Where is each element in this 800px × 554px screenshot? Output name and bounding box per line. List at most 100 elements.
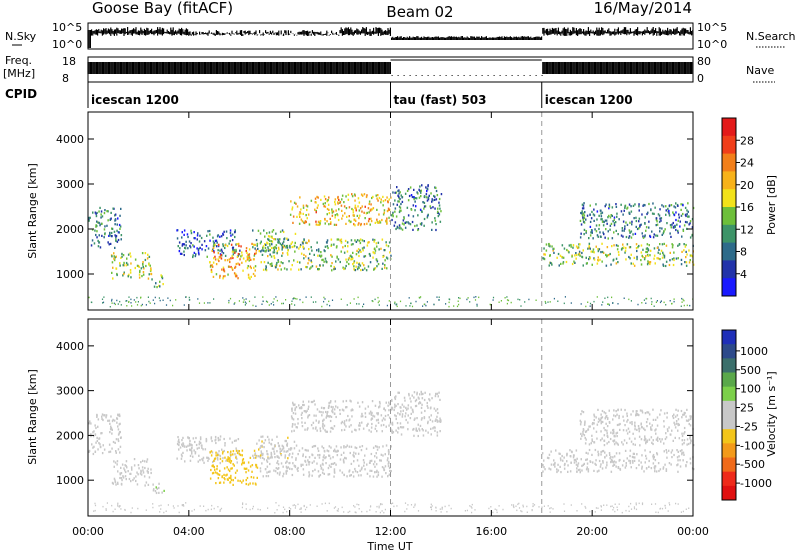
data-cell	[558, 264, 560, 267]
data-cell	[320, 255, 322, 258]
data-cell	[412, 215, 415, 218]
data-cell	[654, 418, 657, 421]
data-cell	[664, 264, 667, 268]
data-cell	[276, 509, 278, 511]
data-cell	[593, 441, 595, 444]
data-cell	[316, 429, 318, 432]
data-cell	[100, 432, 102, 435]
data-cell	[296, 298, 298, 300]
data-cell	[684, 213, 687, 216]
data-cell	[648, 202, 650, 206]
data-cell	[287, 457, 289, 460]
data-cell	[345, 406, 347, 409]
data-cell	[319, 429, 322, 433]
data-cell	[431, 420, 434, 423]
data-cell	[620, 408, 622, 411]
data-cell	[420, 406, 423, 409]
data-cell	[435, 186, 437, 189]
data-region	[579, 202, 695, 240]
data-cell	[471, 511, 473, 514]
data-cell	[547, 301, 549, 303]
data-cell	[407, 504, 409, 506]
data-cell	[594, 511, 596, 513]
data-cell	[310, 266, 312, 269]
data-cell	[683, 439, 686, 442]
data-cell	[429, 205, 431, 208]
data-cell	[98, 210, 100, 213]
data-cell	[543, 459, 545, 462]
data-cell	[643, 470, 645, 473]
data-cell	[140, 461, 142, 464]
data-cell	[430, 506, 432, 508]
data-cell	[552, 508, 554, 510]
data-cell	[562, 459, 564, 462]
data-cell	[597, 450, 599, 453]
data-cell	[429, 399, 431, 402]
data-cell	[304, 410, 306, 413]
data-cell	[321, 425, 324, 428]
data-cell	[305, 220, 307, 224]
data-cell	[230, 450, 232, 453]
data-cell	[201, 243, 203, 246]
data-cell	[380, 414, 383, 417]
data-cell	[406, 189, 409, 192]
data-cell	[141, 303, 143, 306]
data-cell	[575, 257, 577, 260]
data-cell	[401, 196, 403, 199]
data-cell	[365, 447, 368, 450]
data-cell	[638, 502, 640, 505]
data-cell	[645, 229, 647, 232]
data-cell	[354, 446, 356, 449]
data-cell	[576, 470, 578, 473]
data-cell	[448, 305, 450, 308]
data-cell	[383, 211, 385, 214]
data-cell	[255, 249, 258, 252]
data-cell	[641, 503, 644, 506]
data-cell	[248, 276, 250, 279]
data-cell	[648, 465, 650, 468]
data-cell	[264, 235, 266, 238]
data-cell	[428, 398, 430, 401]
data-cell	[227, 459, 229, 462]
data-cell	[344, 423, 346, 426]
data-cell	[671, 258, 674, 261]
data-cell	[325, 261, 328, 264]
data-cell	[568, 251, 570, 254]
data-cell	[593, 258, 596, 261]
data-cell	[361, 421, 363, 424]
data-cell	[364, 415, 367, 418]
data-region	[209, 242, 258, 280]
data-cell	[650, 436, 653, 439]
data-cell	[203, 505, 205, 507]
data-cell	[665, 304, 667, 306]
data-cell	[191, 444, 193, 447]
data-cell	[589, 234, 592, 237]
data-cell	[386, 222, 388, 225]
data-cell	[192, 244, 194, 247]
data-cell	[685, 256, 687, 259]
data-cell	[316, 206, 319, 209]
data-cell	[645, 454, 647, 457]
data-cell	[391, 423, 394, 426]
data-cell	[354, 204, 357, 207]
data-cell	[357, 296, 359, 299]
data-cell	[396, 422, 399, 425]
data-cell	[296, 468, 298, 471]
data-cell	[145, 481, 148, 484]
data-cell	[331, 410, 333, 413]
data-cell	[450, 507, 452, 510]
data-cell	[603, 439, 606, 442]
data-cell	[323, 418, 325, 421]
data-cell	[359, 469, 361, 472]
data-cell	[278, 444, 281, 447]
data-cell	[498, 301, 500, 303]
data-cell	[524, 301, 526, 303]
data-cell	[117, 303, 119, 305]
data-cell	[184, 247, 187, 250]
data-cell	[434, 207, 436, 210]
data-cell	[99, 446, 102, 449]
data-cell	[670, 463, 672, 466]
data-cell	[584, 436, 586, 440]
data-cell	[359, 445, 361, 448]
data-cell	[289, 448, 292, 451]
